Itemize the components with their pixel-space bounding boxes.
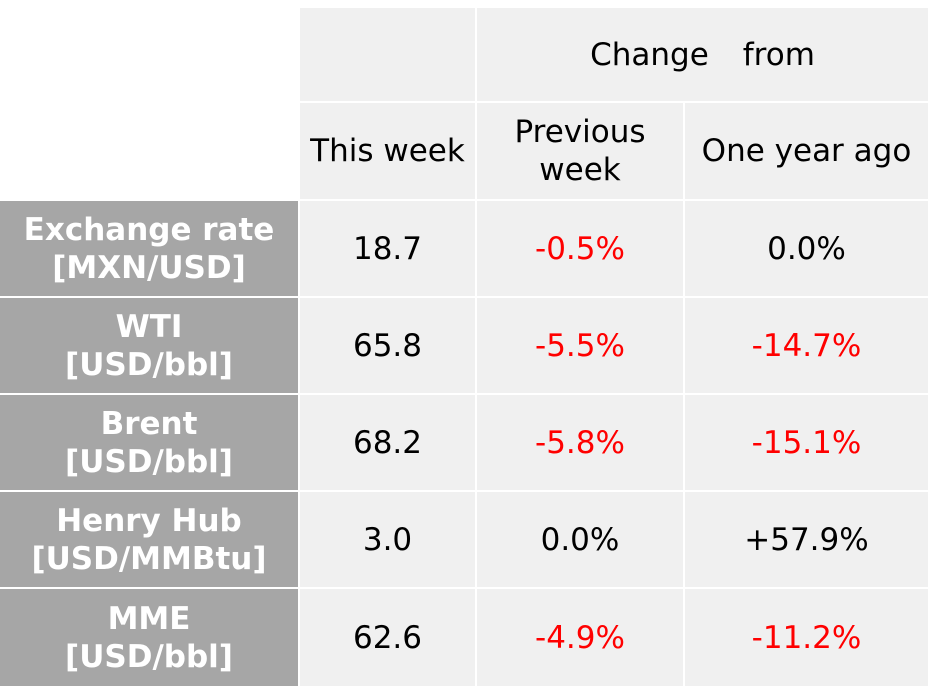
year-ago-change: +57.9%: [685, 492, 928, 587]
this-week-value: 68.2: [300, 395, 475, 490]
previous-week-label: Previous week: [514, 114, 646, 188]
row-label-line1: MME: [107, 600, 191, 637]
row-label-line2: [USD/bbl]: [65, 346, 233, 383]
this-week-value: 3.0: [300, 492, 475, 587]
prev-week-change: -0.5%: [477, 201, 683, 296]
from-label: from: [742, 36, 815, 73]
prev-week-change: -4.9%: [477, 589, 683, 686]
this-week-value: 18.7: [300, 201, 475, 296]
row-label-line2: [MXN/USD]: [52, 249, 246, 286]
year-ago-change: 0.0%: [685, 201, 928, 296]
this-week-header: This week: [300, 103, 475, 199]
row-label-line2: [USD/bbl]: [65, 638, 233, 675]
row-label-mme: MME [USD/bbl]: [0, 589, 298, 686]
one-year-ago-header: One year ago: [685, 103, 928, 199]
prev-week-change: 0.0%: [477, 492, 683, 587]
row-label-line1: Brent: [100, 405, 198, 442]
year-ago-change: -14.7%: [685, 298, 928, 393]
year-ago-change: -15.1%: [685, 395, 928, 490]
row-label-wti: WTI [USD/bbl]: [0, 298, 298, 393]
change-from-header: Change from: [477, 8, 928, 101]
prev-week-change: -5.5%: [477, 298, 683, 393]
previous-week-header: Previous week: [477, 103, 683, 199]
row-label-line1: WTI: [115, 308, 183, 345]
row-label-line1: Henry Hub: [56, 502, 242, 539]
this-week-value: 62.6: [300, 589, 475, 686]
row-label-line2: [USD/MMBtu]: [31, 540, 267, 577]
header-blank-cell: [300, 8, 475, 101]
row-label-brent: Brent [USD/bbl]: [0, 395, 298, 490]
year-ago-change: -11.2%: [685, 589, 928, 686]
prev-week-change: -5.8%: [477, 395, 683, 490]
row-label-line2: [USD/bbl]: [65, 443, 233, 480]
row-label-henry-hub: Henry Hub [USD/MMBtu]: [0, 492, 298, 587]
row-label-line1: Exchange rate: [23, 211, 275, 248]
this-week-value: 65.8: [300, 298, 475, 393]
change-label: Change: [590, 36, 709, 73]
row-label-exchange-rate: Exchange rate [MXN/USD]: [0, 201, 298, 296]
